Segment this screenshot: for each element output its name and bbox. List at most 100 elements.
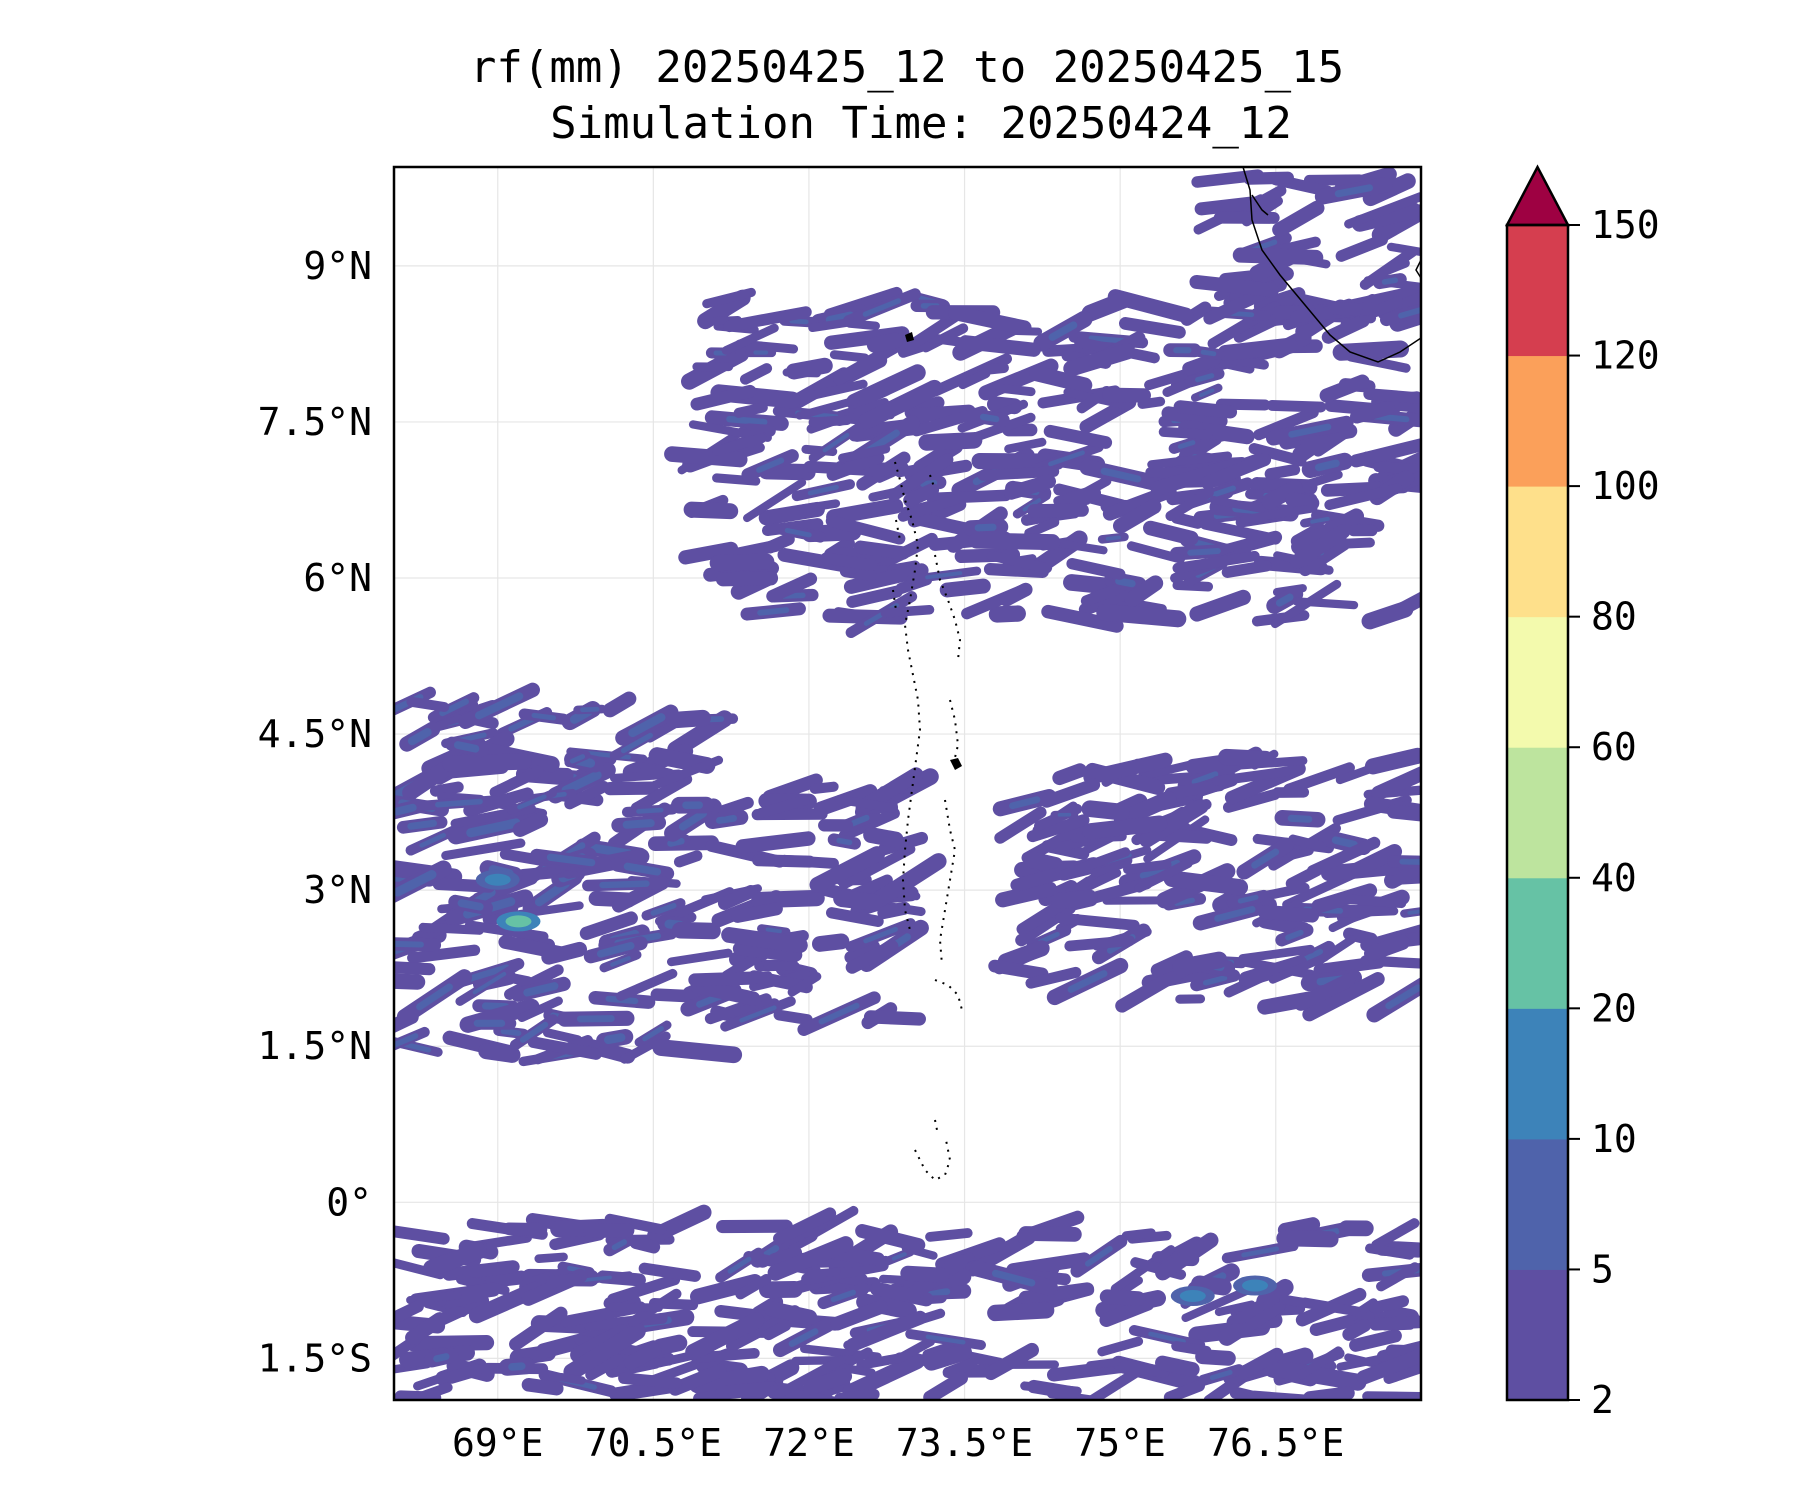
rain-streak — [1064, 935, 1135, 952]
rain-streak — [1029, 365, 1093, 393]
rain-streak — [602, 691, 637, 718]
rain-streak-core — [561, 770, 602, 795]
rain-streak-core — [1331, 836, 1358, 849]
rain-streak — [1360, 955, 1421, 969]
x-tick-label: 73.5°E — [896, 1421, 1033, 1465]
rain-streak — [1006, 1252, 1092, 1277]
rain-streak — [1268, 953, 1330, 984]
rain-streak-core — [642, 1026, 664, 1042]
rain-streak — [771, 1355, 846, 1400]
rain-streak — [848, 425, 878, 442]
rain-streak — [1018, 1226, 1082, 1242]
rain-streak — [1351, 202, 1421, 232]
rain-streak — [1215, 398, 1271, 411]
rain-streak — [846, 585, 903, 608]
rain-streak — [826, 907, 884, 928]
rain-streak-core — [765, 927, 782, 934]
rain-streak — [923, 1371, 968, 1400]
rain-streak — [1243, 171, 1294, 185]
rain-streak — [1296, 1346, 1343, 1380]
rain-streak — [405, 1335, 495, 1352]
rain-streak-core — [1148, 1331, 1186, 1344]
rain-streak-core — [531, 712, 557, 721]
rain-streak — [1253, 407, 1319, 441]
rain-streak — [923, 1343, 972, 1371]
rain-streak — [1155, 1355, 1200, 1377]
rain-streak — [844, 940, 881, 964]
rain-streak — [1309, 1309, 1375, 1337]
rain-streak — [1256, 1278, 1294, 1310]
rain-streak-core — [862, 298, 902, 317]
rain-streak — [541, 941, 588, 965]
rain-streak — [579, 911, 638, 941]
rain-streak-core — [974, 523, 997, 532]
rain-streak-core — [1009, 796, 1041, 810]
rain-streak — [1018, 1282, 1095, 1305]
rain-streak-core — [863, 926, 899, 944]
rain-streak-core — [891, 1252, 907, 1261]
rain-streak-core — [623, 862, 662, 876]
rain-streak — [1221, 560, 1272, 578]
rain-streak — [1150, 459, 1238, 496]
sri-lanka-edge — [1415, 259, 1421, 279]
rain-streak — [564, 781, 610, 810]
rain-streak — [1292, 597, 1359, 610]
rain-streak — [942, 1357, 978, 1379]
rain-streak — [787, 972, 822, 997]
rain-streak — [995, 881, 1058, 908]
rain-streak-core — [756, 457, 785, 473]
rain-streak — [1306, 836, 1381, 877]
rain-streak — [1024, 851, 1064, 874]
rain-streak — [1024, 517, 1060, 539]
rain-streak — [825, 515, 906, 545]
rain-streak-core — [1173, 897, 1195, 906]
rain-streak — [1350, 843, 1403, 877]
rain-streak — [838, 444, 891, 463]
rain-streak-core — [1275, 593, 1294, 607]
rain-streak — [768, 1246, 803, 1265]
rain-streak — [764, 1301, 818, 1326]
rain-streak-core — [1048, 450, 1085, 467]
rain-streak-core — [1237, 894, 1259, 904]
rain-streak — [1200, 452, 1272, 490]
rain-streak — [853, 540, 910, 560]
rain-streak — [709, 553, 775, 572]
rain-streak-core — [500, 1028, 522, 1037]
rain-streak — [640, 763, 676, 781]
rain-streak — [689, 1365, 770, 1394]
colorbar-segment-6 — [1507, 486, 1568, 618]
rain-streak-core — [1251, 848, 1280, 869]
rain-streak — [1083, 752, 1173, 785]
rain-streak — [785, 357, 833, 380]
rain-streak-core — [1385, 984, 1421, 1010]
rain-streak — [1232, 247, 1324, 265]
rain-streak — [999, 582, 1033, 607]
rain-streak — [1371, 765, 1421, 801]
y-tick-label: 9°N — [303, 244, 372, 288]
rain-streak — [870, 853, 947, 908]
rain-streak-core — [472, 971, 507, 995]
rain-streak — [1289, 524, 1351, 569]
rain-streak — [806, 1267, 841, 1279]
rain-streak — [585, 1354, 624, 1381]
rain-streak — [534, 1252, 568, 1263]
rain-streak — [712, 433, 767, 456]
rain-streak — [1080, 584, 1121, 607]
rain-streak — [897, 493, 964, 522]
rain-streak-core — [620, 732, 654, 754]
rain-streak — [995, 383, 1036, 397]
rain-streak — [735, 1273, 772, 1300]
colorbar: 2 5 10 20 40 60 80 100 120 150 — [1504, 164, 1660, 1422]
rain-streak — [1165, 487, 1214, 522]
rain-streak — [863, 1010, 926, 1026]
colorbar-segment-3 — [1507, 877, 1568, 1009]
coastline-inlet — [1251, 194, 1269, 216]
minicoy-island — [905, 332, 914, 342]
rain-streak-core — [925, 1334, 966, 1345]
colorbar-tick-label: 80 — [1591, 595, 1637, 639]
rain-streak — [1081, 800, 1130, 821]
rain-streak — [968, 532, 1061, 551]
rain-streak-core — [599, 880, 650, 889]
rain-streak — [763, 1319, 792, 1341]
rain-streak — [893, 1336, 936, 1364]
